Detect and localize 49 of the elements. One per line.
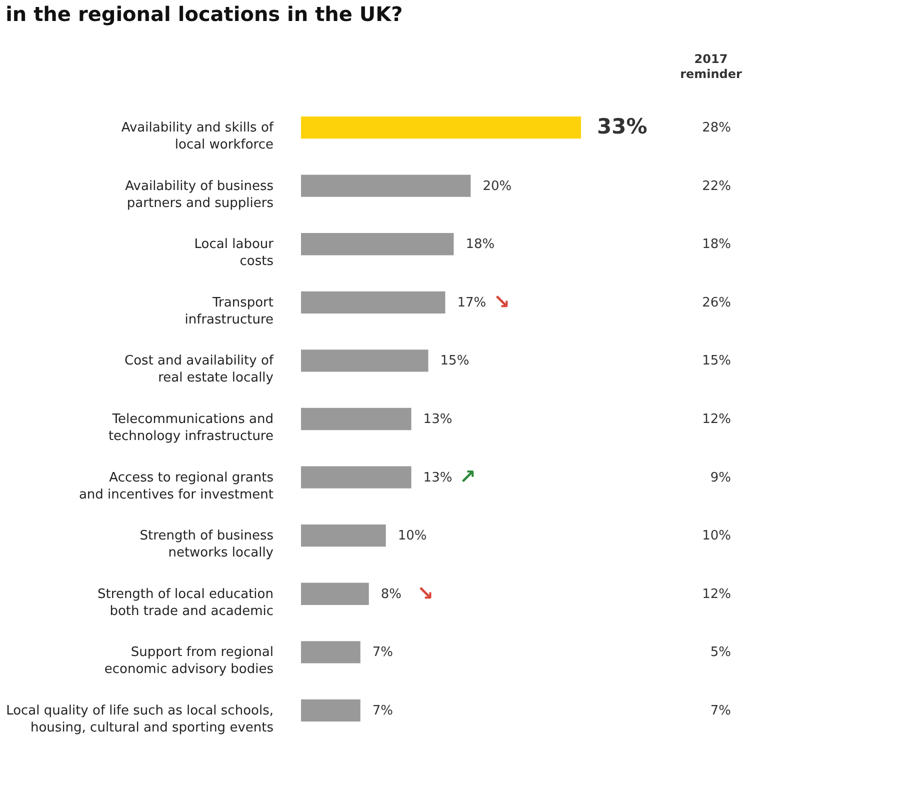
- data-label: 7%: [372, 645, 394, 660]
- data-label: 33%: [597, 114, 648, 139]
- annotation: ↘: [493, 289, 510, 314]
- text: 15%: [702, 354, 731, 369]
- y-tick-label: Support from regional economic advisory bodies: [104, 645, 274, 678]
- bar: [301, 524, 386, 547]
- bar: [301, 174, 471, 197]
- text: 10%: [702, 528, 731, 544]
- text: 5%: [710, 645, 731, 660]
- y-tick-label: Local quality of life such as local schools, housing, cultural and sporting events: [6, 703, 274, 736]
- text: 7%: [710, 703, 731, 718]
- bar: [301, 466, 412, 488]
- bar: [301, 116, 581, 139]
- y-tick-label: Telecommunications and technology infrastructure: [108, 412, 274, 444]
- data-label: 7%: [372, 703, 394, 718]
- text: 28%: [702, 120, 731, 136]
- text: 9%: [710, 470, 731, 486]
- bar: [301, 641, 360, 664]
- data-label: 15%: [440, 354, 470, 369]
- data-label: 13%: [423, 470, 452, 486]
- text: 26%: [702, 295, 731, 310]
- bar: [301, 582, 369, 605]
- annotation: ↘: [416, 580, 434, 605]
- y-tick-label: Local labour costs: [194, 237, 274, 270]
- y-tick-label: Availability of business partners and suppliers: [125, 178, 274, 211]
- y-tick-label: Transport infrastructure: [184, 295, 274, 328]
- y-tick-label: Cost and availability of real estate locally: [124, 354, 274, 386]
- text: 12%: [702, 412, 731, 427]
- text: 2017 reminder: [680, 52, 742, 81]
- text: 12%: [702, 586, 731, 602]
- data-label: 8%: [380, 586, 402, 602]
- data-label: 17%: [457, 295, 486, 310]
- y-tick-label: Access to regional grants and incentives for investment: [78, 470, 274, 502]
- y-tick-label: Strength of business networks locally: [140, 528, 274, 561]
- data-label: 20%: [482, 178, 512, 194]
- chart-title: in the regional locations in the UK?: [6, 2, 403, 26]
- annotation: ↗: [459, 464, 476, 488]
- bar: [301, 408, 412, 430]
- y-tick-label: Availability and skills of local workforce: [121, 120, 274, 153]
- bar: [301, 699, 360, 722]
- data-label: 10%: [398, 528, 427, 544]
- data-label: 13%: [423, 412, 452, 427]
- text: 18%: [702, 237, 731, 252]
- text: 22%: [702, 178, 731, 194]
- y-tick-label: Strength of local education both trade and academic: [98, 586, 274, 619]
- bar: [301, 350, 428, 372]
- data-label: 18%: [466, 237, 495, 252]
- bar: [301, 291, 446, 314]
- bar: [301, 233, 454, 256]
